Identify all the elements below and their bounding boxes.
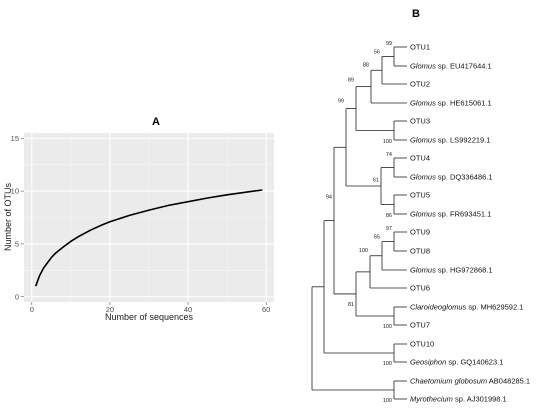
bootstrap-label: 97 <box>386 226 392 232</box>
y-tick-label: 5 <box>15 240 19 249</box>
x-tick-label: 20 <box>106 305 114 314</box>
gridlines <box>24 133 274 302</box>
rarefaction-curve <box>34 189 263 287</box>
bootstrap-label: 86 <box>386 213 392 219</box>
bootstrap-label: 100 <box>383 139 392 145</box>
bootstrap-label: 89 <box>348 78 354 84</box>
leaf-label-GQ140623: Geosiphon sp. GQ140623.1 <box>410 358 503 367</box>
leaf-label-AJ301998: Myrothecium sp. AJ301998.1 <box>410 395 507 404</box>
bootstrap-label: 100 <box>383 361 392 367</box>
bootstrap-label: 100 <box>359 248 368 254</box>
leaf-label-OTU9: OTU9 <box>410 228 430 237</box>
bootstrap-label: 94 <box>326 194 332 200</box>
bootstrap-label: 100 <box>383 398 392 404</box>
panel-b-label: B <box>412 8 420 20</box>
x-tick-label: 40 <box>184 305 192 314</box>
panel-a-label: A <box>152 116 160 128</box>
y-tick-label: 15 <box>11 134 19 143</box>
leaf-label-LS992219: Glomus sp. LS992219.1 <box>410 136 490 145</box>
y-axis-title: Number of OTUs <box>3 182 13 251</box>
axis-ticks: 0 20 40 60 0 5 10 15 <box>11 134 271 314</box>
leaf-label-OTU4: OTU4 <box>410 154 430 163</box>
leaf-label-EU417644: Glomus sp. EU417644.1 <box>410 62 492 71</box>
bootstrap-label: 88 <box>363 62 369 68</box>
bootstrap-label: 65 <box>374 235 380 241</box>
leaf-label-OTU10: OTU10 <box>410 340 434 349</box>
bootstrap-label: 74 <box>386 152 392 158</box>
bootstrap-label: 61 <box>373 178 379 184</box>
y-tick-label: 0 <box>15 292 19 301</box>
x-tick-label: 0 <box>30 305 34 314</box>
leaf-label-FR693451: Glomus sp. FR693451.1 <box>410 210 491 219</box>
bootstrap-label: 81 <box>348 302 354 308</box>
leaf-label-OTU2: OTU2 <box>410 80 430 89</box>
leaf-label-OTU7: OTU7 <box>410 321 430 330</box>
leaf-label-OTU3: OTU3 <box>410 117 430 126</box>
leaf-label-MH629592: Claroideoglomus sp. MH629592.1 <box>410 303 523 312</box>
tree-branches <box>311 46 407 400</box>
phylogenetic-tree: B 99 56 88 89 100 74 61 86 97 65 100 81 100 99 94 100 10… <box>311 8 530 404</box>
bootstrap-label: 99 <box>338 99 344 105</box>
leaf-label-OTU6: OTU6 <box>410 284 430 293</box>
leaf-label-OTU5: OTU5 <box>410 191 430 200</box>
x-tick-label: 60 <box>262 305 270 314</box>
bootstrap-label: 99 <box>386 41 392 47</box>
leaf-label-HG972868: Glomus sp. HG972868.1 <box>410 266 493 275</box>
x-axis-title: Number of sequences <box>105 312 194 322</box>
rarefaction-chart: A 0 20 40 60 0 5 10 15 Number of sequences Numb… <box>3 116 274 322</box>
leaf-label-OTU1: OTU1 <box>410 43 430 52</box>
bootstrap-label: 56 <box>374 50 380 56</box>
leaf-label-AB048285: Chaetomium globosum AB048285.1 <box>410 377 530 386</box>
leaf-label-HE615061: Glomus sp. HE615061.1 <box>410 99 492 108</box>
bootstrap-label: 100 <box>383 324 392 330</box>
y-tick-label: 10 <box>11 187 19 196</box>
leaf-label-OTU8: OTU8 <box>410 247 430 256</box>
bootstrap-values: 99 56 88 89 100 74 61 86 97 65 100 81 100 99 94 100 100 <box>326 41 392 404</box>
leaf-labels: OTU1 Glomus sp. EU417644.1 OTU2 Glomus sp. … <box>410 43 530 404</box>
leaf-label-DQ336486: Glomus sp. DQ336486.1 <box>410 173 493 182</box>
